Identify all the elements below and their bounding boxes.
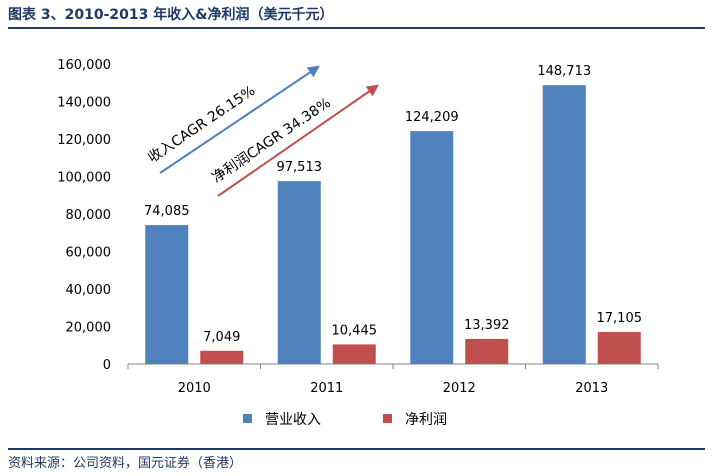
y-tick-label: 40,000 [66, 283, 112, 298]
title-divider [8, 27, 705, 29]
y-tick-label: 60,000 [66, 246, 112, 261]
legend-label: 营业收入 [265, 412, 321, 428]
bar-net-profit [200, 350, 244, 364]
data-label: 148,713 [537, 64, 591, 79]
legend-swatch [383, 414, 392, 423]
data-label: 13,392 [464, 318, 510, 333]
bar-net-profit [465, 338, 509, 364]
data-label: 7,049 [203, 330, 240, 345]
bar-revenue [145, 225, 189, 364]
y-tick-label: 100,000 [57, 171, 111, 186]
y-tick-label: 120,000 [57, 133, 111, 148]
legend-label: 净利润 [405, 412, 447, 428]
legend-swatch [243, 414, 252, 423]
revenue-cagr-arrow [159, 65, 320, 174]
y-tick-label: 20,000 [66, 321, 112, 336]
y-tick-label: 160,000 [57, 58, 111, 73]
data-label: 17,105 [597, 311, 643, 326]
x-tick-label: 2012 [443, 381, 476, 396]
y-tick-label: 80,000 [66, 208, 112, 223]
bar-net-profit [332, 344, 376, 364]
data-label: 97,513 [277, 160, 323, 175]
x-tick-label: 2011 [310, 381, 343, 396]
data-label: 124,209 [405, 110, 459, 125]
bar-revenue [542, 85, 586, 365]
x-tick-label: 2010 [178, 381, 211, 396]
y-tick-label: 0 [103, 358, 111, 373]
data-label: 10,445 [332, 323, 378, 338]
bar-revenue [410, 131, 454, 364]
source-note: 资料来源：公司资料，国元证券（香港） [8, 456, 243, 471]
x-tick-label: 2013 [575, 381, 608, 396]
bar-net-profit [597, 331, 641, 364]
y-tick-label: 140,000 [57, 96, 111, 111]
net-profit-cagr-arrow [217, 84, 379, 197]
bar-revenue [277, 181, 321, 364]
footer-divider [8, 448, 705, 450]
page-title: 图表 3、2010-2013 年收入&净利润（美元千元） [8, 7, 334, 23]
data-label: 74,085 [144, 204, 190, 219]
